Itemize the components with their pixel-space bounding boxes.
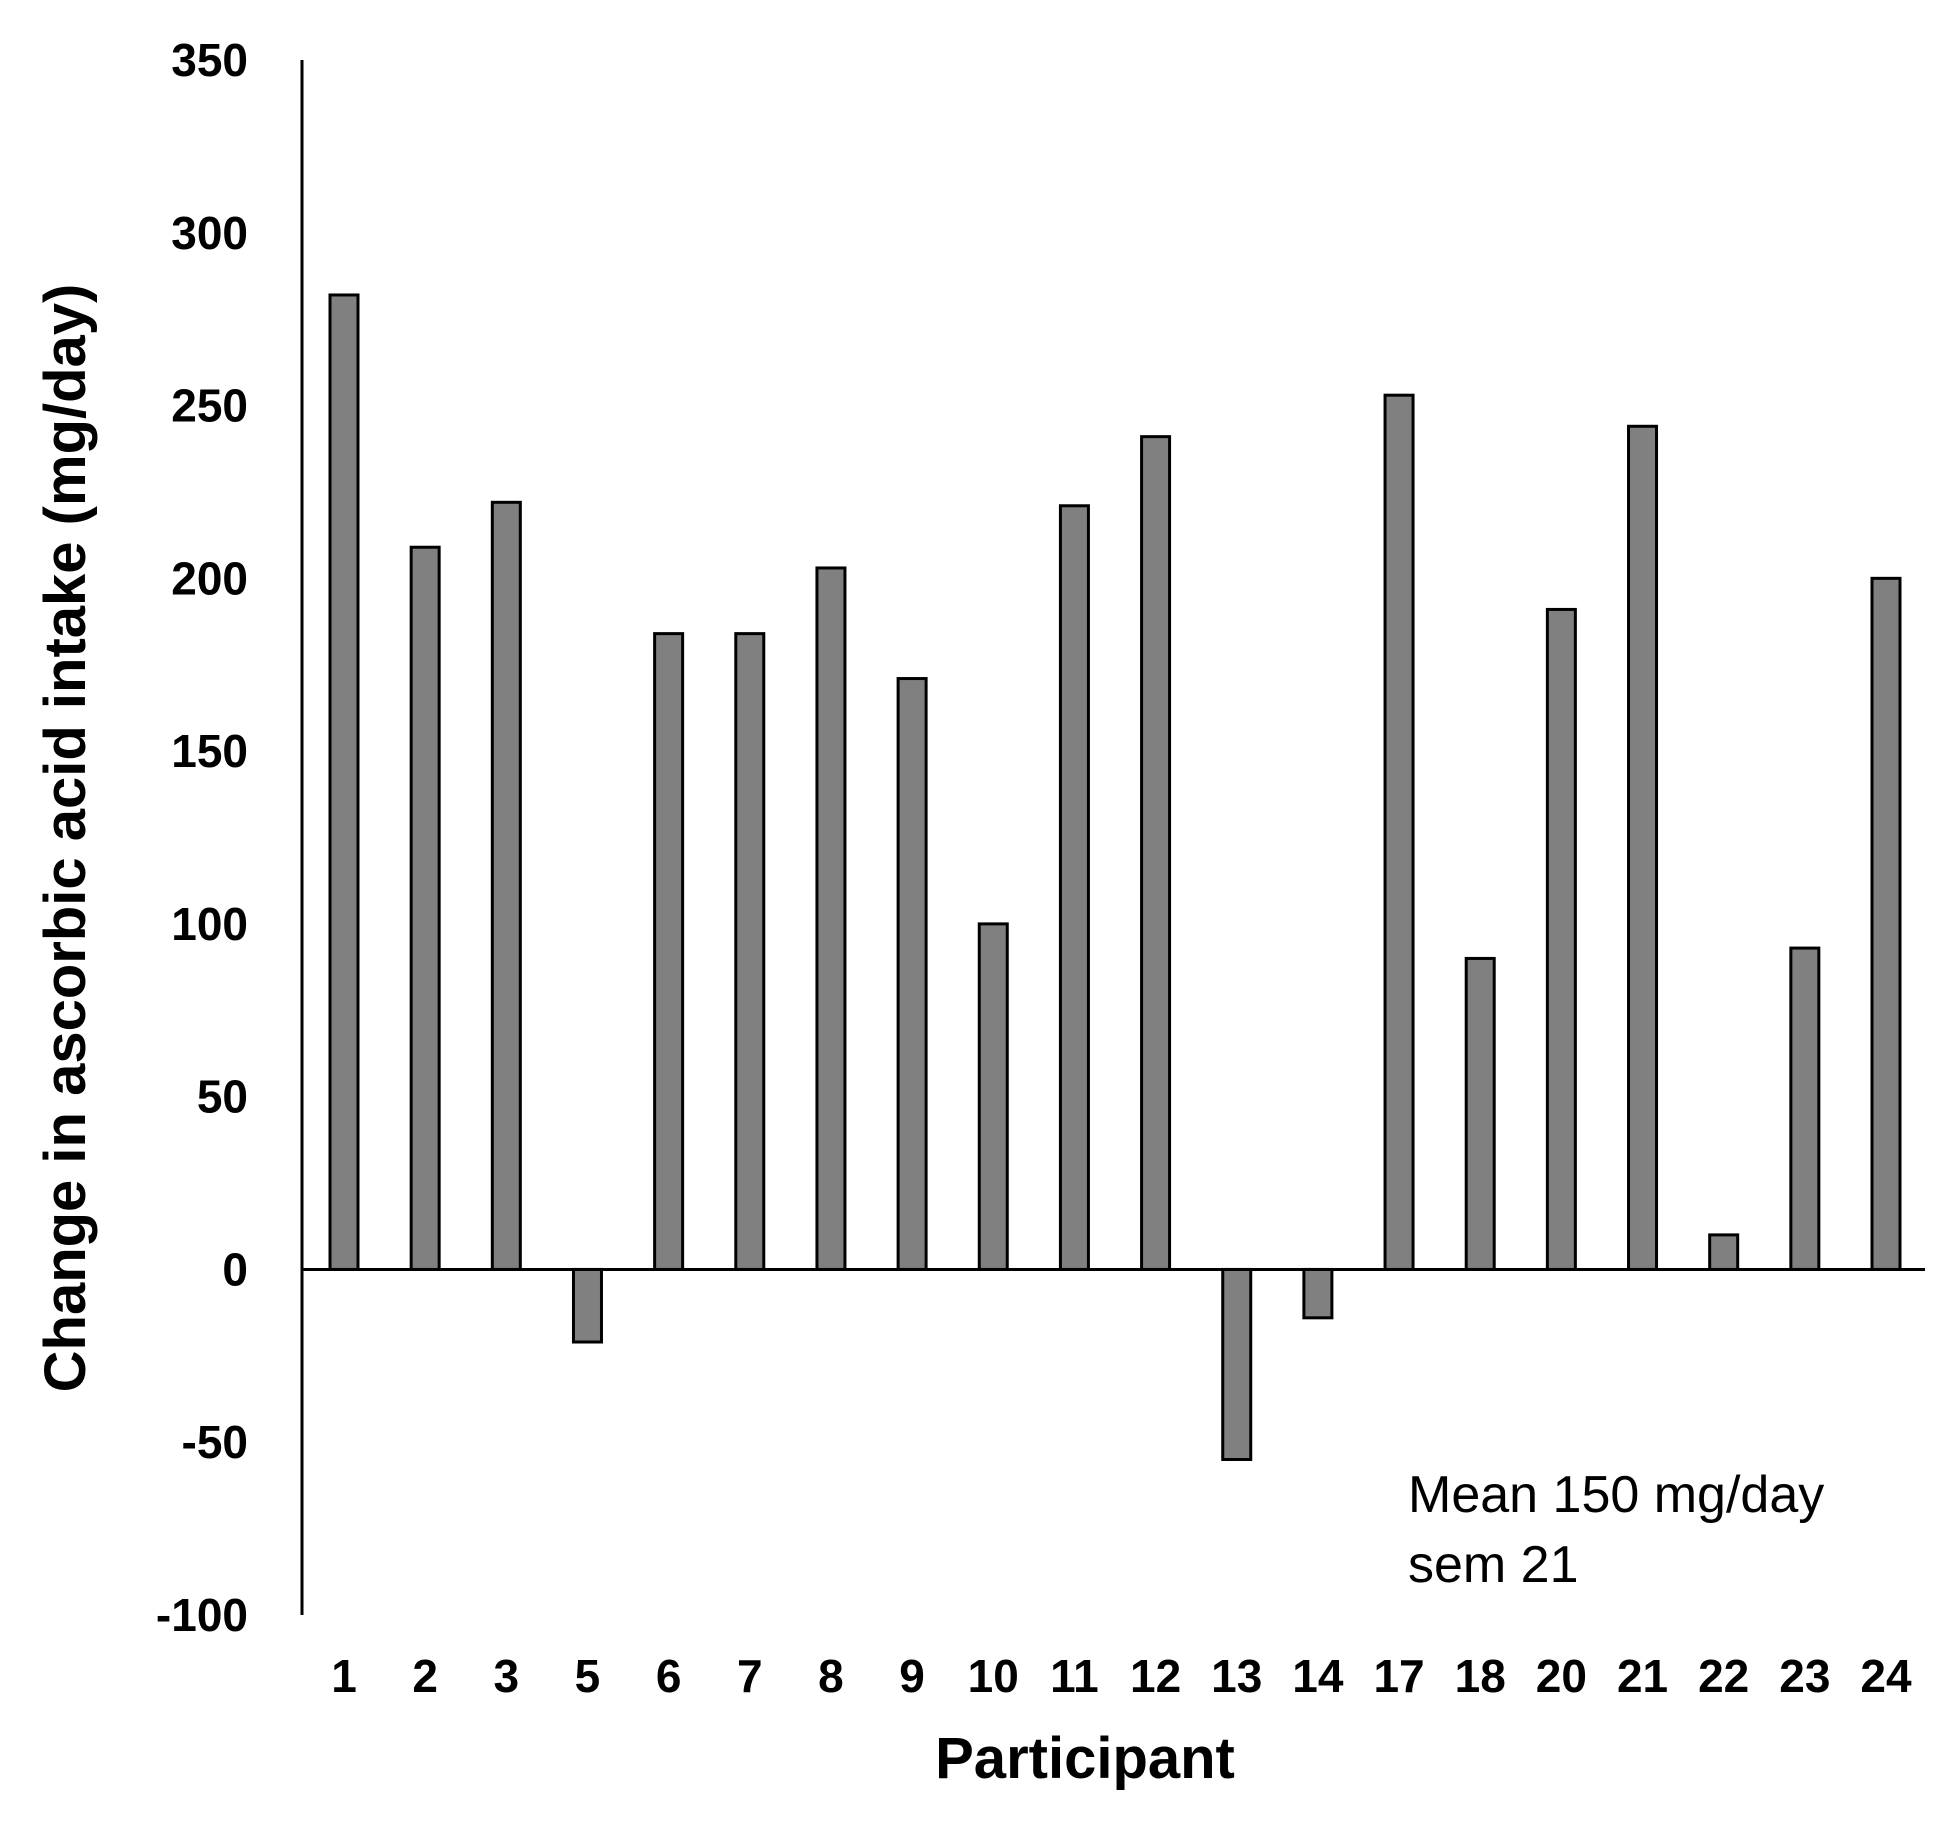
x-tick-label: 5 [575,1650,601,1702]
y-tick-label: 350 [171,34,248,86]
bar [328,293,360,1271]
x-tick-label: 14 [1292,1650,1344,1702]
x-tick-label: 20 [1536,1650,1587,1702]
x-tick-label: 1 [331,1650,357,1702]
x-tick-label: 23 [1779,1650,1830,1702]
x-tick-label: 7 [737,1650,763,1702]
x-tick-label: 21 [1617,1650,1668,1702]
x-tick-label: 3 [494,1650,520,1702]
bar [1708,1233,1740,1271]
bar [1545,607,1577,1271]
bar [490,500,522,1271]
x-tick-label: 22 [1698,1650,1749,1702]
annotation-sem: sem 21 [1408,1536,1579,1594]
bar [1870,576,1902,1271]
x-tick-label: 17 [1373,1650,1424,1702]
y-tick-label: -100 [156,1589,248,1641]
bar [1789,946,1821,1271]
x-tick-label: 11 [1050,1650,1099,1702]
y-tick-label: 300 [171,207,248,259]
y-tick-label: -50 [182,1416,248,1468]
bar [409,545,441,1271]
bar [1140,435,1172,1271]
y-tick-label: 50 [197,1071,248,1123]
x-tick-labels: 1 2 3 5 6 7 8 9 10 11 12 13 14 17 18 20 21 22 23 24 [331,1650,1912,1702]
x-axis-title: Participant [935,1726,1235,1791]
axes [300,60,1925,1615]
y-tick-label: 200 [171,552,248,604]
bar [896,677,928,1271]
annotation-mean: Mean 150 mg/day [1408,1466,1824,1524]
x-tick-label: 8 [818,1650,844,1702]
bar [1058,504,1090,1271]
y-axis-title: Change in ascorbic acid intake (mg/day) [33,284,98,1393]
bar [1221,1267,1253,1462]
x-tick-label: 12 [1130,1650,1181,1702]
x-tick-label: 24 [1860,1650,1912,1702]
x-tick-label: 6 [656,1650,682,1702]
bar [653,632,685,1271]
x-tick-label: 13 [1211,1650,1262,1702]
mean-annotation: Mean 150 mg/day sem 21 [1408,1466,1824,1594]
x-tick-label: 18 [1455,1650,1506,1702]
bar [1627,424,1659,1271]
bar [1302,1267,1334,1320]
x-tick-label: 9 [899,1650,925,1702]
y-tick-label: 150 [171,725,248,777]
y-tick-label: 100 [171,898,248,950]
x-tick-label: 2 [412,1650,438,1702]
bar [734,632,766,1271]
y-tick-label: 250 [171,380,248,432]
y-tick-label: 0 [222,1243,248,1295]
bar [815,566,847,1271]
bar [1383,393,1415,1271]
x-tick-label: 10 [968,1650,1019,1702]
bar [1464,956,1496,1271]
y-tick-labels: -100 -50 0 50 100 150 200 250 300 350 [156,34,248,1641]
bars [328,293,1902,1462]
bar [977,922,1009,1271]
bar [571,1267,603,1344]
